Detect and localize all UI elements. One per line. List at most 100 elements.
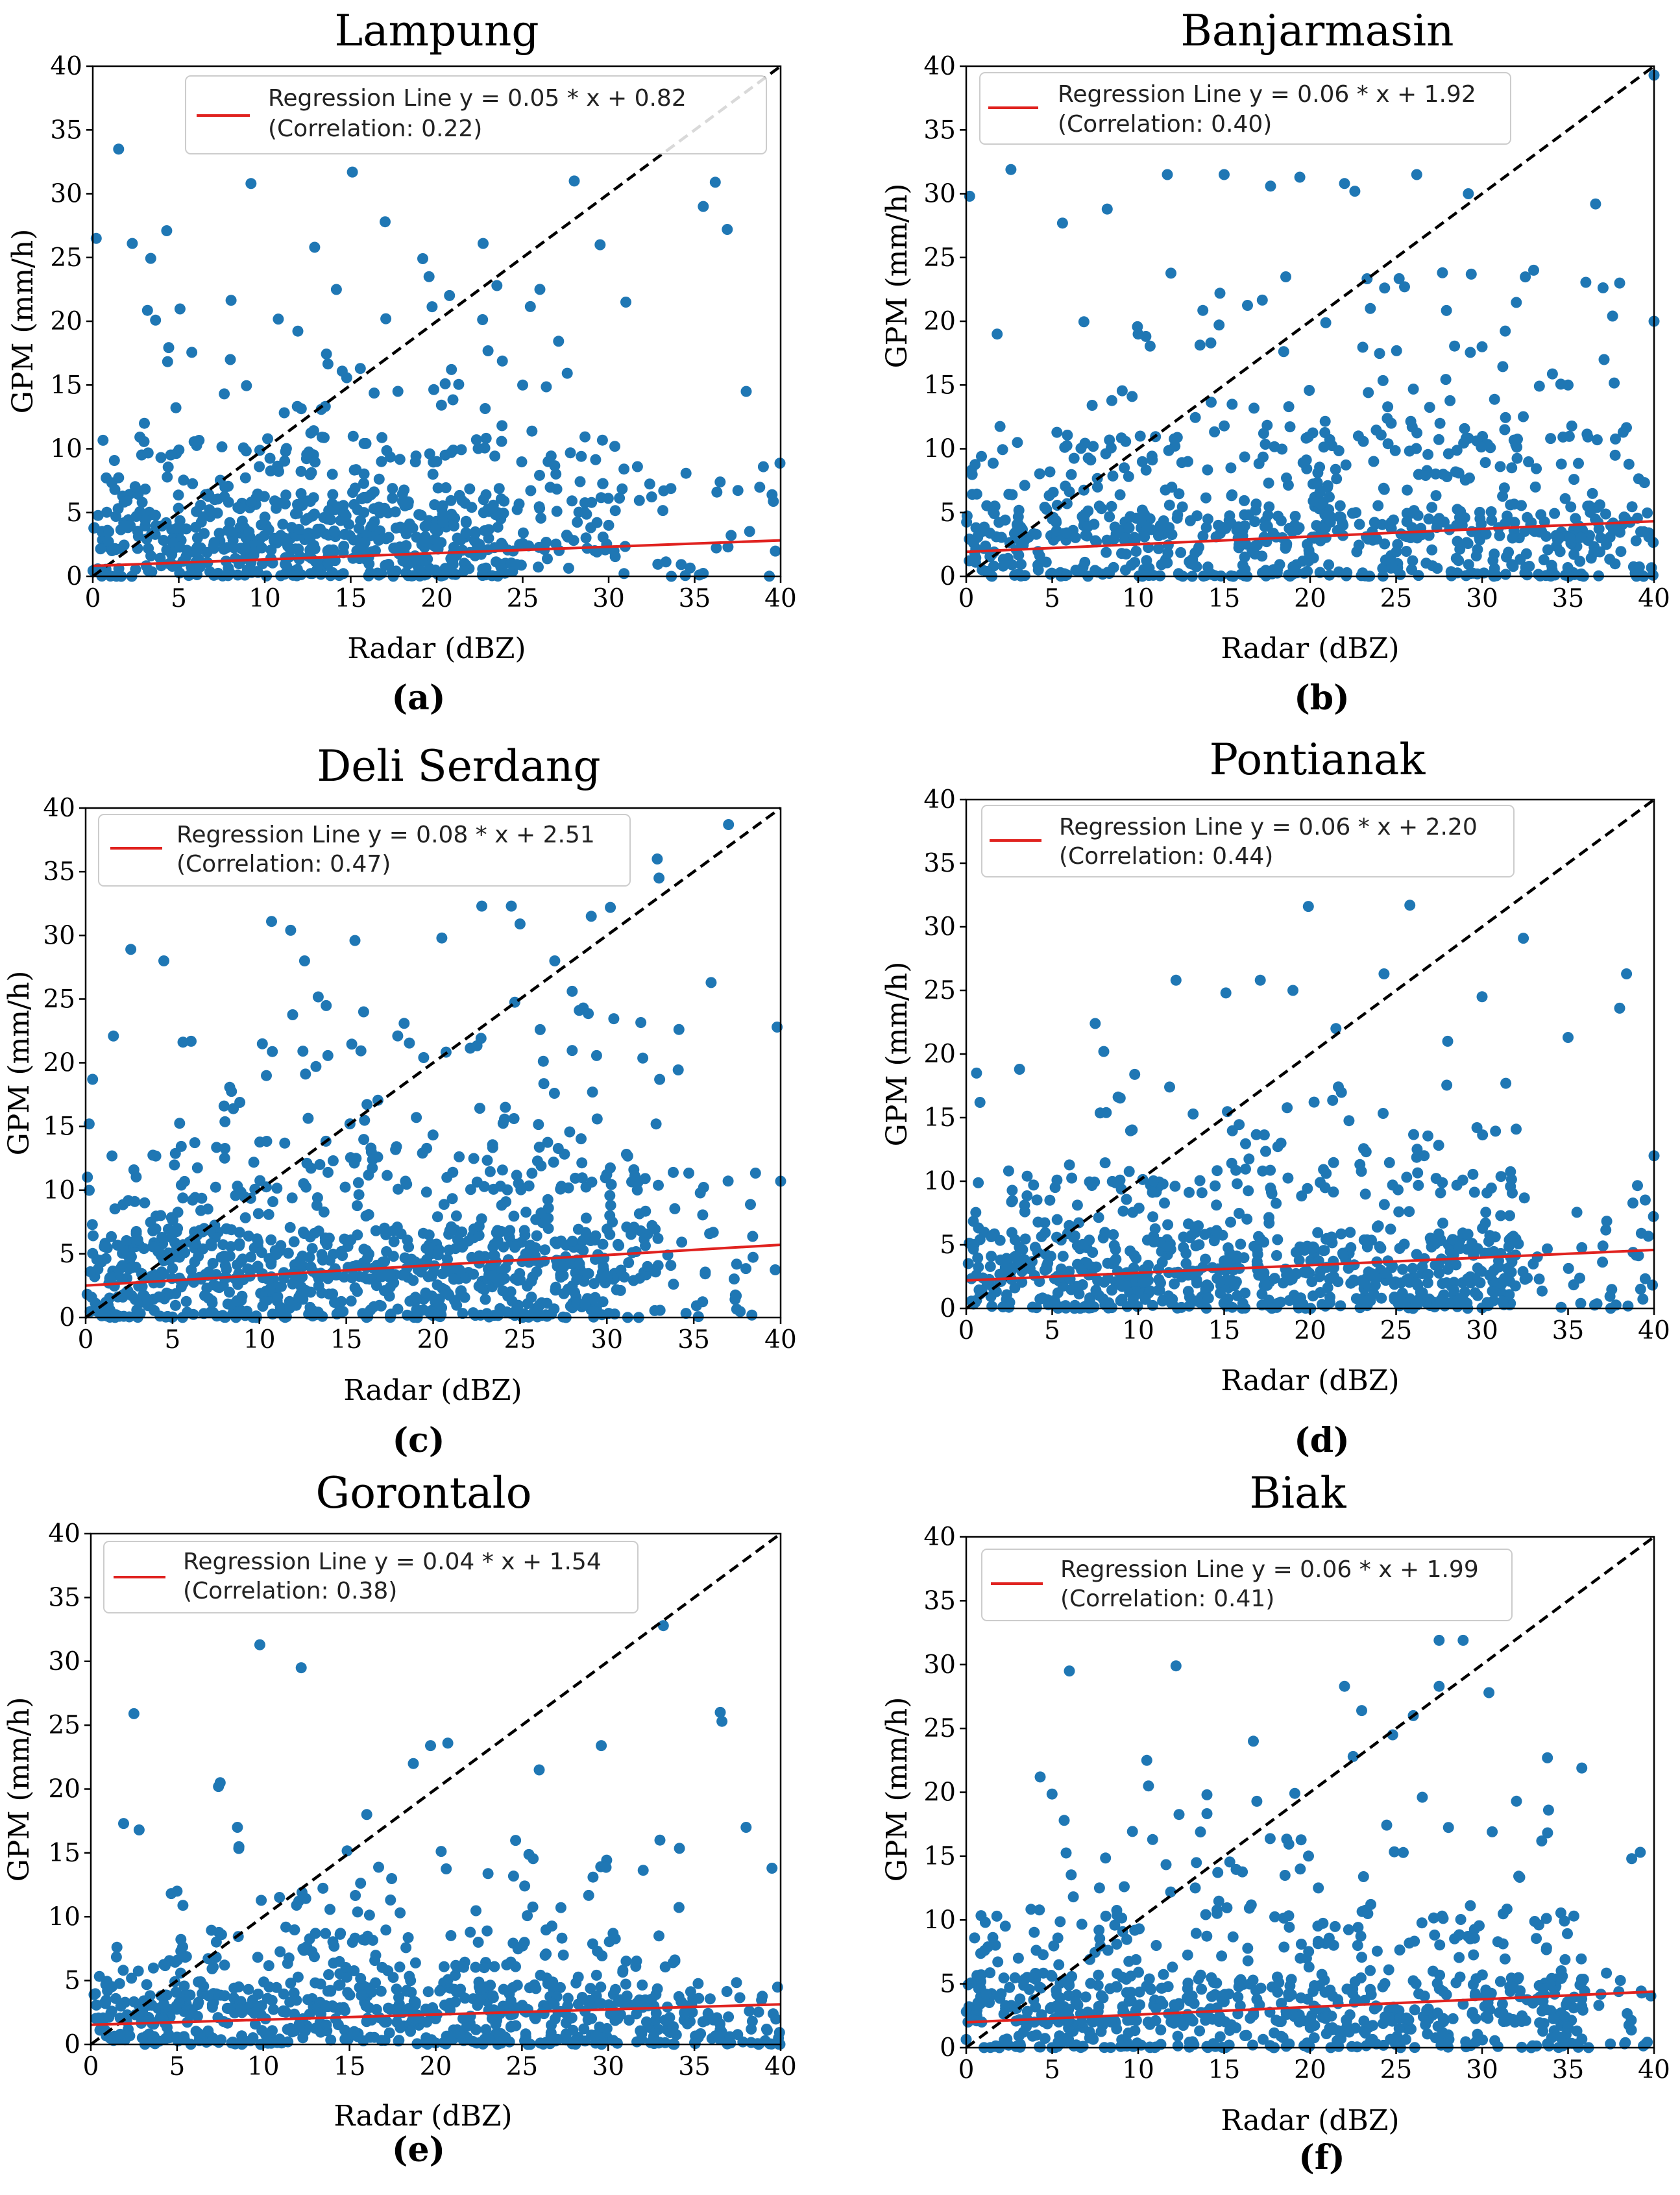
data-point [679, 2007, 690, 2018]
data-point [438, 1199, 450, 1210]
data-point [1008, 1251, 1020, 1263]
data-point [359, 1114, 371, 1126]
data-point [1447, 1234, 1459, 1245]
data-point [1503, 1241, 1515, 1253]
data-point [1200, 1253, 1211, 1265]
data-point [1061, 569, 1073, 581]
data-point [177, 1192, 189, 1204]
data-point [447, 394, 459, 406]
data-point [496, 1273, 507, 1285]
data-point [114, 2028, 126, 2040]
y-tick-label: 40 [923, 785, 956, 815]
data-point [467, 1307, 479, 1319]
data-point [1486, 515, 1498, 526]
data-point [196, 1192, 208, 1204]
data-point [1314, 1271, 1326, 1282]
data-point [1335, 1300, 1346, 1312]
data-point [126, 1251, 137, 1262]
data-point [1238, 1252, 1250, 1264]
data-point [562, 531, 574, 543]
data-point [629, 1170, 640, 1182]
data-point [1413, 570, 1424, 582]
data-point [1476, 518, 1487, 530]
data-point [1086, 2031, 1098, 2042]
x-tick-label: 10 [1122, 584, 1154, 613]
data-point [373, 1861, 384, 1873]
data-point [147, 1241, 158, 1253]
y-tick-label: 35 [50, 116, 82, 145]
data-point [163, 342, 175, 354]
data-point [95, 543, 106, 555]
data-point [417, 253, 428, 264]
data-point [231, 1295, 243, 1306]
data-point [277, 519, 289, 530]
legend-box [98, 814, 631, 887]
data-point [1600, 508, 1611, 520]
data-point [354, 363, 366, 374]
data-point [361, 1252, 373, 1264]
data-point [1205, 337, 1217, 349]
data-point [389, 506, 401, 518]
data-point [541, 1297, 553, 1309]
data-point [1354, 1159, 1366, 1170]
data-point [571, 1274, 583, 1286]
data-point [1554, 546, 1566, 558]
y-tick-label: 0 [59, 1303, 75, 1332]
data-point [1232, 532, 1244, 544]
data-point [571, 1297, 583, 1308]
x-tick-label: 20 [1294, 1316, 1326, 1345]
legend-correlation-label: (Correlation: 0.38) [183, 1578, 397, 1604]
data-point [609, 441, 620, 452]
data-point [1430, 490, 1442, 502]
data-point [1379, 1267, 1391, 1279]
legend-regression-label: Regression Line y = 0.04 * x + 1.54 [183, 1549, 602, 1575]
data-point [103, 526, 115, 537]
data-point [1123, 471, 1134, 482]
data-point [194, 561, 206, 573]
x-tick-label: 30 [592, 2052, 624, 2081]
data-point [1461, 1244, 1473, 1255]
data-point [1202, 561, 1213, 573]
data-point [1115, 432, 1127, 444]
data-point [1394, 1243, 1406, 1254]
data-point [714, 2018, 725, 2029]
data-point [473, 1281, 485, 1292]
data-point [158, 535, 169, 546]
data-point [348, 2026, 360, 2037]
data-point [326, 469, 338, 480]
data-point [322, 358, 334, 370]
data-point [232, 1181, 243, 1192]
data-point [1345, 1227, 1356, 1238]
data-point [285, 924, 297, 936]
data-point [432, 1279, 443, 1291]
data-point [1298, 1244, 1310, 1256]
data-point [531, 1230, 542, 1242]
data-point [304, 1231, 316, 1243]
data-point [542, 553, 553, 565]
data-point [1377, 374, 1389, 386]
data-point [390, 522, 402, 534]
data-point [1642, 507, 1653, 519]
data-point [1575, 1297, 1587, 1309]
data-point [1163, 499, 1175, 511]
data-point [1339, 178, 1350, 190]
data-point [1184, 1292, 1195, 1303]
data-point [1307, 1290, 1319, 1302]
x-tick-label: 40 [764, 1325, 797, 1355]
x-tick-label: 35 [679, 584, 711, 613]
data-point [277, 2006, 289, 2018]
data-point [295, 403, 307, 415]
data-point [1263, 501, 1275, 513]
data-point [285, 2022, 297, 2034]
data-point [746, 2037, 757, 2048]
data-point [1090, 535, 1101, 546]
data-point [99, 1241, 110, 1253]
data-point [1323, 504, 1335, 515]
data-point [235, 1305, 247, 1316]
data-point [1407, 1262, 1418, 1274]
x-tick-label: 10 [1122, 1316, 1154, 1345]
data-point [1184, 1186, 1195, 1198]
data-point [379, 1222, 391, 1234]
data-point [1263, 1218, 1275, 1229]
data-point [242, 1263, 254, 1275]
